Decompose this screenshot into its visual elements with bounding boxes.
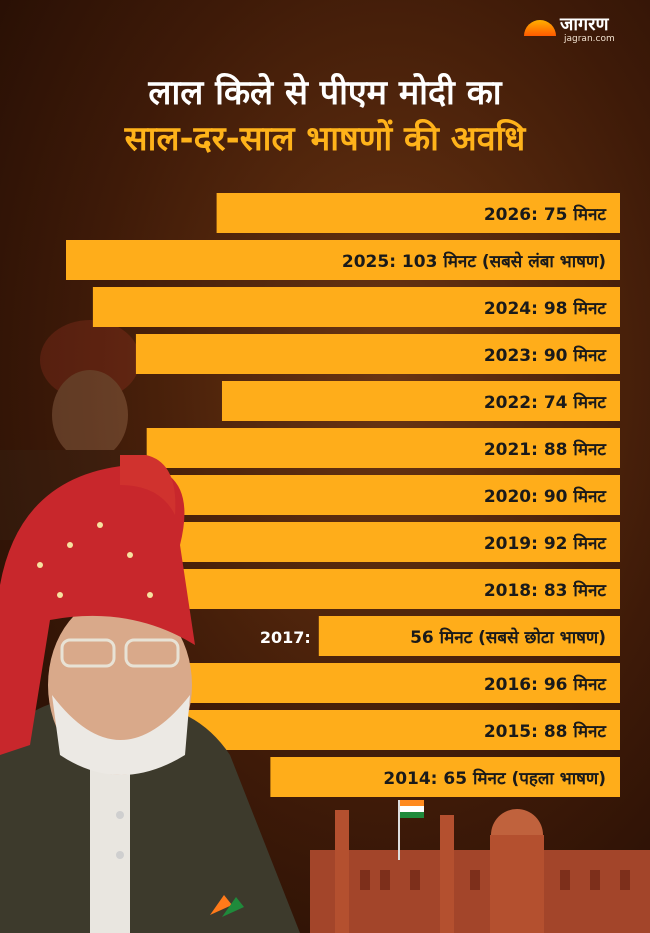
bar-label-2025: 2025: 103 मिनट (सबसे लंबा भाषण) — [342, 251, 606, 272]
bar-label-2024: 2024: 98 मिनट — [484, 298, 608, 319]
bar-2026 — [216, 193, 621, 233]
bar-2015 — [146, 710, 620, 750]
bar-2017 — [318, 616, 620, 656]
bar-label-2020: 2020: 90 मिनट — [484, 486, 608, 507]
bar-label-2015: 2015: 88 मिनट — [484, 721, 608, 742]
bar-2019 — [125, 522, 621, 562]
bar-2021 — [146, 428, 620, 468]
bar-2024 — [92, 287, 621, 327]
red-fort-illustration — [310, 800, 650, 933]
bar-label-2026: 2026: 75 मिनट — [484, 204, 608, 225]
bar-2018 — [173, 569, 620, 609]
bar-label-2014: 2014: 65 मिनट (पहला भाषण) — [383, 768, 606, 789]
bar-label-2021: 2021: 88 मिनट — [484, 439, 608, 460]
bar-year-label-2017: 2017: — [260, 628, 311, 647]
brand-name: जागरण — [560, 14, 609, 35]
jagran-logo: जागरण jagran.com — [524, 10, 634, 46]
bar-label-2023: 2023: 90 मिनट — [484, 345, 608, 366]
bar-2025 — [66, 240, 620, 280]
bar-label-2022: 2022: 74 मिनट — [484, 392, 608, 413]
title-line-1: लाल किले से पीएम मोदी का — [148, 73, 502, 113]
bar-2023 — [135, 334, 620, 374]
sun-logo-icon — [524, 20, 556, 36]
bar-label-2017: 56 मिनट (सबसे छोटा भाषण) — [410, 627, 606, 648]
bar-label-2016: 2016: 96 मिनट — [484, 674, 608, 695]
brand-site: jagran.com — [564, 34, 615, 44]
bar-2014 — [270, 757, 620, 797]
pm-portrait — [0, 455, 300, 933]
bar-2020 — [135, 475, 620, 515]
bar-label-2019: 2019: 92 मिनट — [484, 533, 608, 554]
bar-2022 — [221, 381, 620, 421]
title-line-2: साल-दर-साल भाषणों की अवधि — [124, 119, 526, 159]
bar-label-2018: 2018: 83 मिनट — [484, 580, 608, 601]
